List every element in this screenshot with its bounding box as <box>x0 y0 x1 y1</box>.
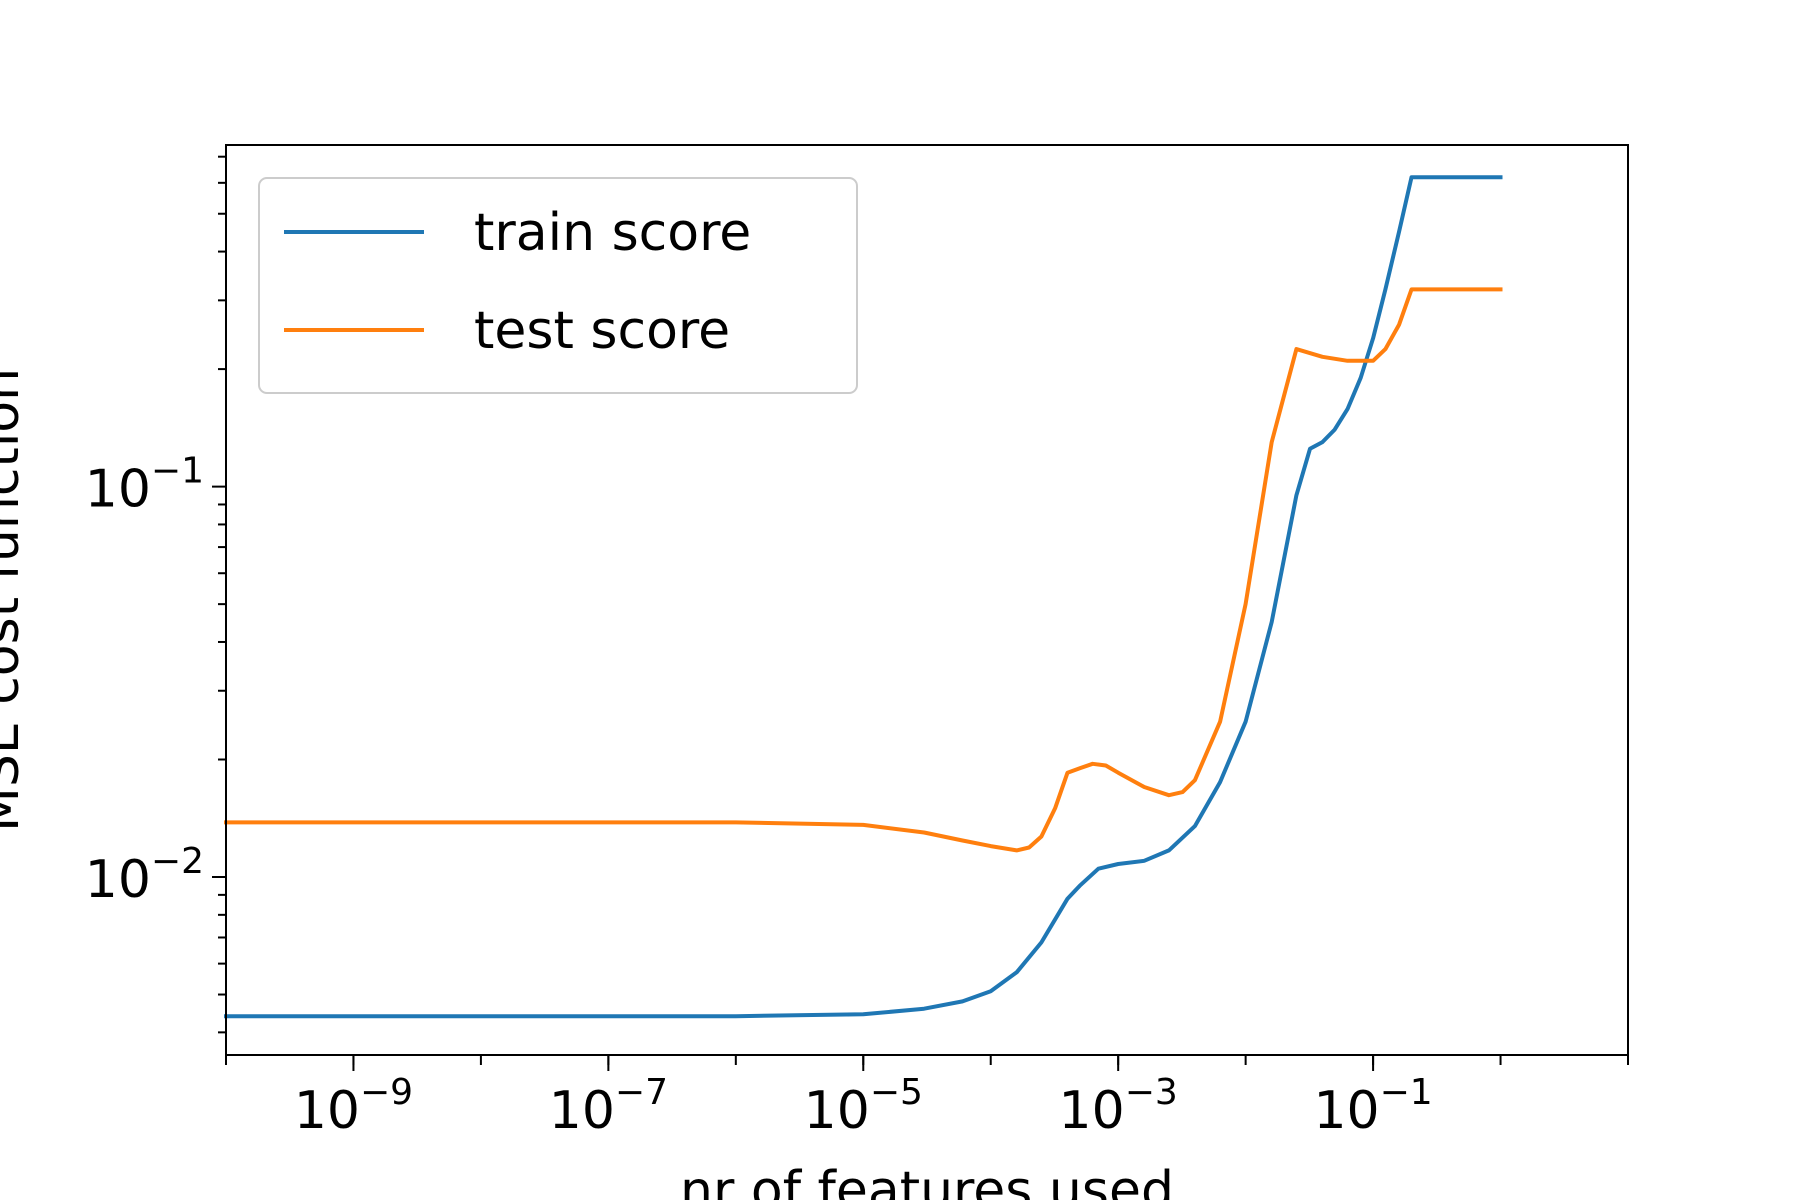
legend-label-2: test score <box>474 301 730 361</box>
y-axis-label: MSE cost function <box>0 368 31 832</box>
x-tick-label: 10−3 <box>1059 1072 1178 1141</box>
x-tick-label: 10−9 <box>294 1072 413 1141</box>
legend-label-1: train score <box>474 203 751 263</box>
y-tick-label: 10−1 <box>85 451 204 520</box>
x-axis-label: nr of features used <box>680 1161 1174 1200</box>
legend: train score test score <box>258 177 858 394</box>
y-tick-layer: 10−2 10−1 <box>85 155 226 1034</box>
x-tick-label: 10−1 <box>1313 1072 1432 1141</box>
legend-entries: train score test score <box>284 203 751 361</box>
axes-frame <box>225 144 1629 1056</box>
series-line-2 <box>224 287 1503 853</box>
y-tick-label: 10−2 <box>85 841 204 910</box>
series-line-1 <box>224 175 1503 1019</box>
x-tick-layer: 10−9 10−7 10−5 10−3 10−1 <box>225 1055 1629 1141</box>
x-tick-label: 10−5 <box>804 1072 923 1141</box>
x-tick-label: 10−7 <box>549 1072 668 1141</box>
series-layer <box>224 175 1503 1019</box>
